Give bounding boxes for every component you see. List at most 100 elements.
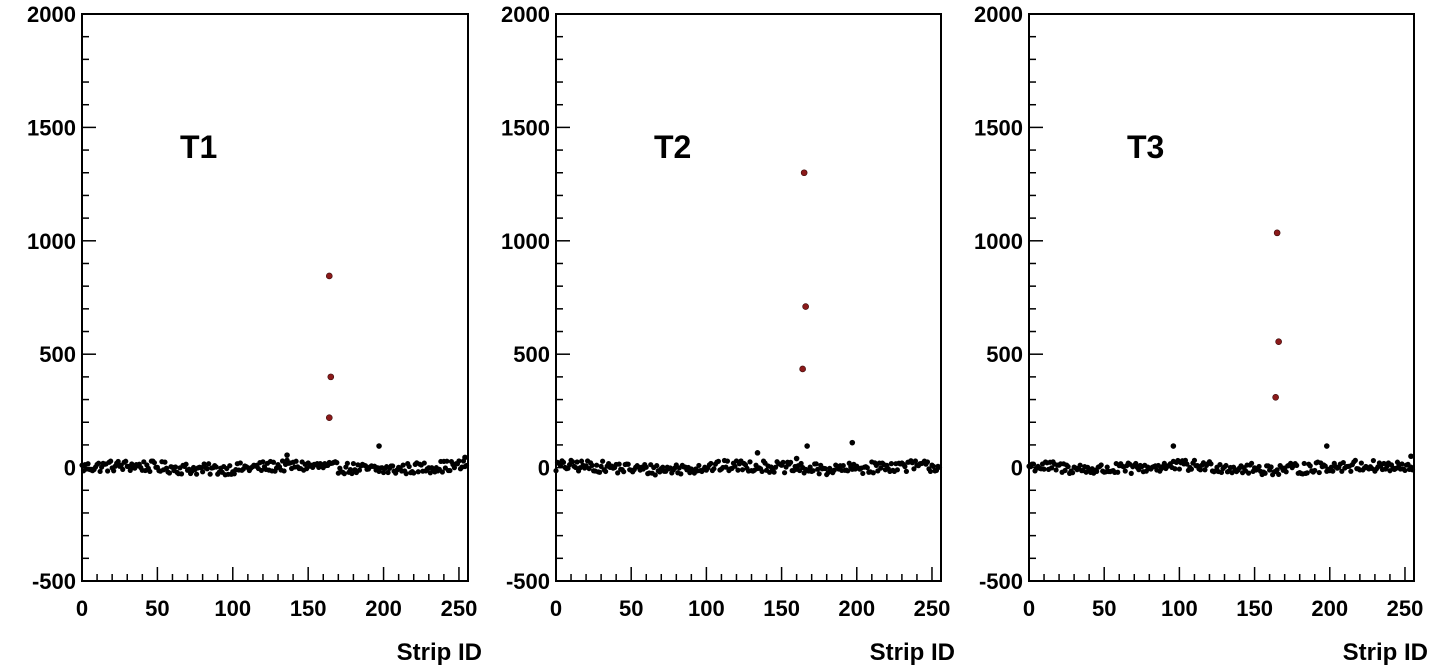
noise-point xyxy=(1276,471,1282,477)
y-tick-label: 0 xyxy=(1011,456,1023,481)
noise-point xyxy=(111,468,117,474)
noise-point xyxy=(115,458,121,465)
signal-point xyxy=(1273,229,1281,237)
noise-point xyxy=(678,471,684,477)
noise-point xyxy=(344,460,350,466)
noise-point xyxy=(1409,467,1416,473)
y-tick-label: 0 xyxy=(64,456,76,481)
noise-point xyxy=(1245,470,1252,476)
noise-point xyxy=(1041,466,1047,472)
y-tick-label: 1500 xyxy=(27,115,76,140)
x-tick-label: 50 xyxy=(1092,596,1116,621)
noise-point xyxy=(1283,469,1289,475)
outlier-point xyxy=(804,443,810,449)
signal-point xyxy=(325,272,333,280)
noise-point xyxy=(421,460,427,466)
noise-point xyxy=(724,458,731,464)
y-tick-label: 1000 xyxy=(974,229,1023,254)
noise-point xyxy=(1223,462,1229,469)
noise-point xyxy=(97,468,103,475)
noise-point xyxy=(735,467,741,473)
outlier-point xyxy=(1323,443,1330,449)
noise-point xyxy=(147,468,153,475)
y-tick-label: 1500 xyxy=(501,115,550,140)
noise-point xyxy=(151,460,157,466)
noise-point xyxy=(860,470,866,477)
x-tick-label: 150 xyxy=(1236,596,1273,621)
noise-point xyxy=(1256,463,1262,470)
panel-label: T1 xyxy=(180,129,217,165)
noise-point xyxy=(598,463,604,469)
noise-point xyxy=(1402,467,1408,474)
noise-point xyxy=(572,464,579,471)
noise-point xyxy=(864,465,870,471)
noise-point xyxy=(798,460,804,467)
noise-point xyxy=(845,468,851,474)
noise-point xyxy=(1122,468,1128,474)
noise-point xyxy=(1176,466,1182,472)
noise-point xyxy=(451,465,458,471)
x-axis-label: Strip ID xyxy=(1343,639,1428,666)
noise-point xyxy=(1062,467,1068,474)
noise-point xyxy=(888,461,894,467)
signal-point xyxy=(327,373,335,381)
noise-point xyxy=(660,464,666,470)
noise-point xyxy=(603,468,609,475)
noise-point xyxy=(1312,467,1318,474)
noise-point xyxy=(1191,457,1198,463)
noise-point xyxy=(1248,460,1255,466)
noise-point xyxy=(1202,467,1208,473)
noise-point xyxy=(870,470,876,476)
noise-point xyxy=(822,465,828,472)
noise-point xyxy=(1358,460,1364,466)
noise-point xyxy=(902,463,908,470)
x-tick-label: 250 xyxy=(441,596,478,621)
noise-point xyxy=(911,466,917,472)
outlier-point xyxy=(1408,453,1414,460)
noise-point xyxy=(1184,461,1190,467)
noise-point xyxy=(1128,470,1134,476)
outlier-point xyxy=(284,452,290,458)
noise-point xyxy=(415,469,421,475)
noise-point xyxy=(759,468,765,475)
noise-point xyxy=(878,465,884,471)
noise-point xyxy=(1262,470,1268,476)
y-tick-label: -500 xyxy=(32,569,76,594)
noise-point xyxy=(183,461,189,467)
noise-point xyxy=(193,471,200,477)
noise-point xyxy=(439,469,445,475)
noise-point xyxy=(1294,462,1300,469)
noise-point xyxy=(1307,463,1313,469)
noise-point xyxy=(258,467,265,474)
signal-point xyxy=(799,365,806,373)
noise-point xyxy=(1301,460,1307,467)
noise-point xyxy=(447,467,453,474)
x-tick-label: 200 xyxy=(365,596,402,621)
x-tick-label: 150 xyxy=(290,596,327,621)
noise-point xyxy=(594,462,600,468)
noise-point xyxy=(403,471,409,477)
y-tick-label: 1000 xyxy=(27,229,76,254)
y-tick-label: 2000 xyxy=(501,2,550,27)
noise-point xyxy=(1094,468,1100,474)
noise-point xyxy=(569,459,576,465)
noise-point xyxy=(589,462,595,468)
x-tick-label: 50 xyxy=(145,596,169,621)
noise-point xyxy=(1133,460,1139,467)
noise-point xyxy=(172,464,179,470)
noise-point xyxy=(1098,462,1104,468)
noise-point xyxy=(807,464,813,470)
noise-point xyxy=(654,463,660,469)
noise-point xyxy=(1053,467,1059,473)
noise-point xyxy=(162,459,168,465)
noise-point xyxy=(1172,466,1178,472)
noise-point xyxy=(1274,467,1280,473)
plot-frame xyxy=(81,13,469,582)
noise-point xyxy=(625,461,631,467)
noise-point xyxy=(732,463,738,469)
outlier-point xyxy=(849,439,856,446)
signal-point xyxy=(802,303,809,310)
outlier-point xyxy=(376,443,382,449)
noise-point xyxy=(237,460,243,466)
panel-label: T2 xyxy=(654,129,691,165)
